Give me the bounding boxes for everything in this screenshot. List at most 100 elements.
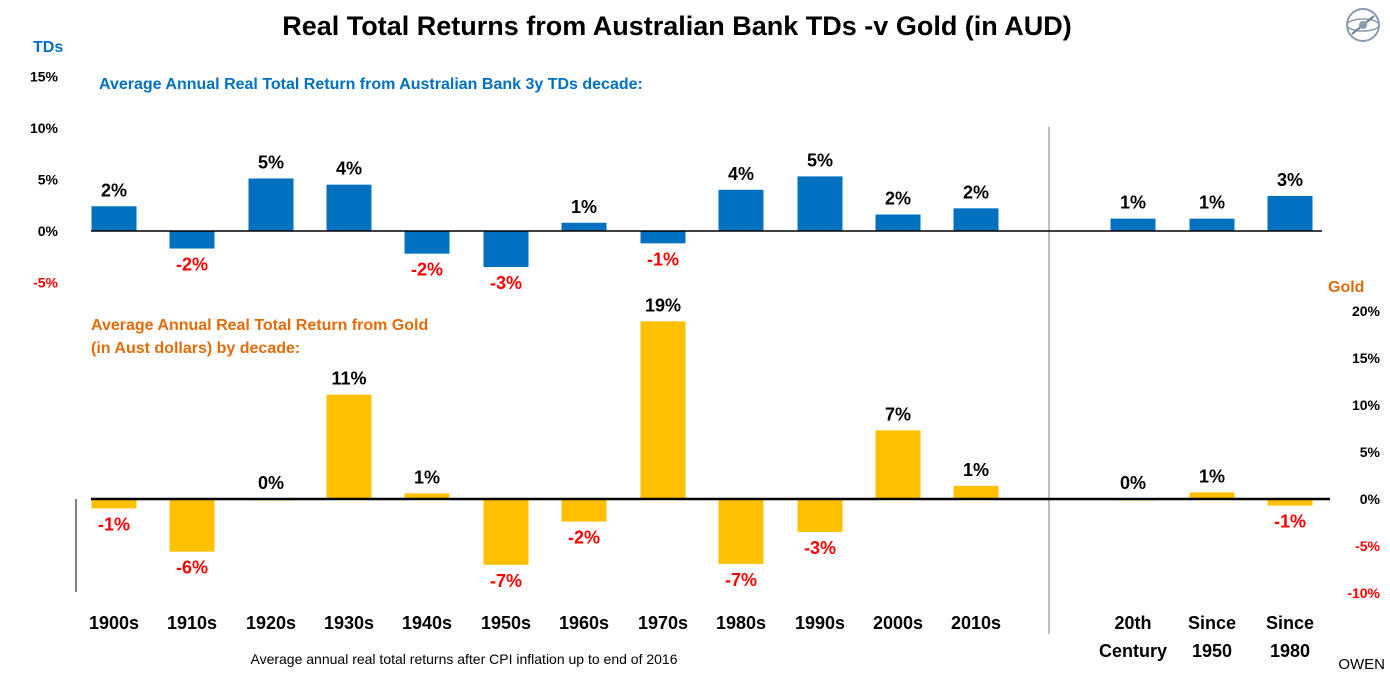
footnote: Average annual real total returns after … [250, 651, 677, 667]
td-data-label-0: 2% [101, 180, 127, 200]
td-bar-0 [91, 206, 137, 231]
y-tick-label: 5% [38, 172, 59, 188]
td-data-label-12: 1% [1120, 193, 1146, 213]
gold-bar-11 [953, 485, 999, 499]
gold-bar-13 [1189, 492, 1235, 499]
x-tick-label: 1980 [1270, 641, 1310, 661]
gold-data-label-4: 1% [414, 467, 440, 487]
td-data-label-6: 1% [571, 197, 597, 217]
gold-bar-8 [718, 499, 764, 564]
y-tick-label: 10% [1352, 397, 1381, 413]
gold-data-label-2: 0% [258, 473, 284, 493]
credit-text: OWEN [1338, 656, 1385, 673]
y-tick-label: -10% [1347, 585, 1380, 601]
chart-title: Real Total Returns from Australian Bank … [282, 11, 1072, 41]
gold-data-label-10: 7% [885, 404, 911, 424]
gold-data-label-9: -3% [804, 538, 836, 558]
gold-bar-1 [169, 499, 215, 552]
td-bar-12 [1110, 218, 1156, 231]
td-bar-5 [483, 231, 529, 268]
td-data-label-8: 4% [728, 164, 754, 184]
gold-data-label-3: 11% [331, 369, 366, 389]
td-bar-11 [953, 208, 999, 231]
x-tick-label: 1940s [402, 613, 452, 633]
td-axis-title: TDs [33, 39, 63, 56]
td-bar-1 [169, 231, 215, 249]
gold-data-label-7: 19% [645, 295, 681, 315]
gold-data-label-12: 0% [1120, 473, 1146, 493]
y-tick-label: 5% [1360, 444, 1381, 460]
y-tick-label: 0% [38, 223, 59, 239]
gold-bar-7 [640, 321, 686, 499]
x-tick-label: 1980s [716, 613, 766, 633]
x-tick-label: Since [1266, 613, 1314, 633]
y-tick-label: 10% [30, 120, 59, 136]
y-tick-label: 20% [1352, 303, 1381, 319]
td-data-label-3: 4% [336, 159, 362, 179]
td-data-label-14: 3% [1277, 170, 1303, 190]
x-tick-label: 2010s [951, 613, 1001, 633]
gold-series-title-line-2: (in Aust dollars) by decade: [91, 340, 300, 357]
x-tick-label: Since [1188, 613, 1236, 633]
td-bar-14 [1267, 195, 1313, 231]
x-tick-label: Century [1099, 641, 1167, 661]
gold-data-label-13: 1% [1199, 466, 1225, 486]
gold-data-label-1: -6% [176, 558, 208, 578]
td-bar-7 [640, 231, 686, 244]
gold-data-label-0: -1% [98, 514, 130, 534]
td-data-label-7: -1% [647, 249, 679, 269]
x-tick-label: 1930s [324, 613, 374, 633]
gold-data-label-5: -7% [490, 571, 522, 591]
td-data-label-1: -2% [176, 255, 208, 275]
td-data-label-4: -2% [411, 260, 443, 280]
td-data-label-13: 1% [1199, 193, 1225, 213]
td-series-title: Average Annual Real Total Return from Au… [99, 76, 643, 93]
gold-bar-6 [561, 499, 607, 522]
x-tick-label: 1950s [481, 613, 531, 633]
td-data-label-10: 2% [885, 189, 911, 209]
y-tick-label: 0% [1360, 491, 1381, 507]
x-tick-label: 1910s [167, 613, 217, 633]
gold-data-label-8: -7% [725, 570, 757, 590]
x-tick-label: 20th [1114, 613, 1151, 633]
td-data-label-5: -3% [490, 273, 522, 293]
gold-bar-9 [797, 499, 843, 532]
y-tick-label: 15% [30, 69, 59, 85]
gold-bar-3 [326, 394, 372, 499]
td-bar-6 [561, 222, 607, 231]
td-bar-2 [248, 178, 294, 231]
gold-bar-14 [1267, 499, 1313, 506]
x-tick-label: 1990s [795, 613, 845, 633]
x-tick-label: 1960s [559, 613, 609, 633]
gold-data-label-11: 1% [963, 460, 989, 480]
gold-bar-10 [875, 430, 921, 499]
td-bar-9 [797, 176, 843, 231]
x-tick-label: 1950 [1192, 641, 1232, 661]
x-tick-label: 1900s [89, 613, 139, 633]
td-data-label-9: 5% [807, 150, 833, 170]
gold-axis-title: Gold [1328, 279, 1364, 296]
gold-data-label-6: -2% [568, 528, 600, 548]
x-tick-label: 1970s [638, 613, 688, 633]
y-tick-label: -5% [33, 275, 58, 291]
td-bar-13 [1189, 218, 1235, 231]
gold-bar-5 [483, 499, 529, 565]
gold-bar-4 [404, 493, 450, 499]
td-bar-10 [875, 214, 921, 231]
logo-icon [1343, 6, 1383, 44]
td-bar-3 [326, 184, 372, 231]
gold-data-label-14: -1% [1274, 512, 1306, 532]
td-bar-8 [718, 189, 764, 231]
chart-marks: -5% 0% 5% 10% 15% 2% -2% 5% 4% -2% -3% 1% -1% 4% 5% 2% 2… [30, 69, 1381, 662]
x-tick-label: 1920s [246, 613, 296, 633]
x-tick-label: 2000s [873, 613, 923, 633]
gold-series-title-line-1: Average Annual Real Total Return from Go… [91, 317, 428, 334]
td-data-label-2: 5% [258, 152, 284, 172]
td-data-label-11: 2% [963, 182, 989, 202]
y-tick-label: 15% [1352, 350, 1381, 366]
td-bar-4 [404, 231, 450, 254]
gold-bar-0 [91, 499, 137, 509]
y-tick-label: -5% [1355, 538, 1380, 554]
